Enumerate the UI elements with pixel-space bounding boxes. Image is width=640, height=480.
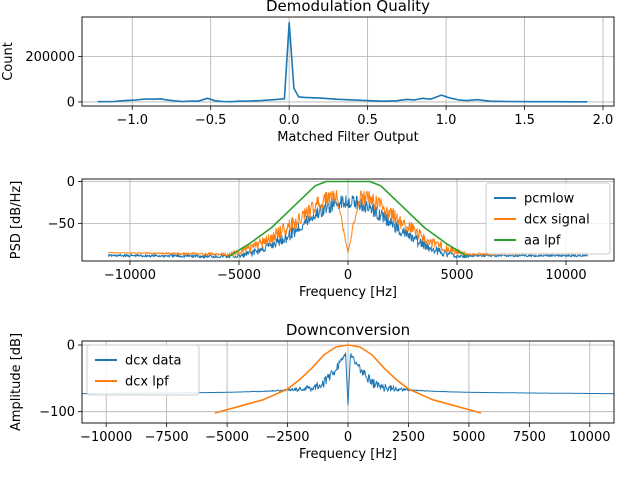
- axes-frame: [81, 16, 615, 107]
- x-axis-label: Frequency [Hz]: [299, 447, 397, 462]
- legend-label: dcx lpf: [125, 375, 169, 390]
- x-tick-label: 0.5: [357, 113, 378, 128]
- legend: dcx data dcx lpf: [86, 344, 200, 396]
- y-axis-label: Amplitude [dB]: [9, 333, 24, 431]
- legend-label: pcmlow: [524, 192, 575, 207]
- plot-area: [97, 21, 588, 103]
- series-line-1: [97, 21, 588, 103]
- x-tick-label: 7500: [513, 430, 546, 445]
- x-tick-label: 1.5: [514, 113, 535, 128]
- legend-box: [485, 182, 611, 255]
- y-tick-label: 200000: [25, 50, 75, 65]
- x-axis-label: Frequency [Hz]: [299, 285, 397, 300]
- y-tick-label: 0: [67, 175, 75, 190]
- series-line-pcmlow: [107, 195, 589, 259]
- legend-label: dcx data: [125, 354, 182, 369]
- x-tick-label: −2500: [266, 430, 310, 445]
- x-tick-label: −10000: [104, 268, 156, 283]
- x-axis-label: Matched Filter Output: [277, 130, 419, 145]
- x-tick-label: −1.0: [116, 113, 148, 128]
- y-axis-label: Count: [1, 42, 16, 81]
- series-line-aa-lpf: [227, 180, 469, 258]
- chart-1: −1.0 −0.5 0.0 0.5 1.0 1.5 2.0 0 200000 Matched Fi…: [1, 0, 615, 145]
- chart-3: −10000 −7500 −5000 −2500 0 2500 5000 7500 10000 0…: [9, 321, 615, 462]
- y-tick-label: 0: [67, 95, 75, 110]
- y-axis-label: PSD [dB/Hz]: [9, 181, 24, 260]
- series-line-dcx-lpf: [214, 344, 482, 414]
- x-tick-label: 1.0: [436, 113, 457, 128]
- y-tick-label: −50: [48, 217, 75, 232]
- x-tick-label: −5000: [217, 268, 261, 283]
- chart-title: Downconversion: [286, 321, 410, 339]
- x-tick-label: −5000: [205, 430, 249, 445]
- x-tick-label: −10000: [80, 430, 132, 445]
- legend-label: dcx signal: [524, 213, 590, 228]
- legend: pcmlow dcx signal aa lpf: [485, 182, 611, 255]
- x-tick-label: 0.0: [279, 113, 300, 128]
- x-tick-label: 2.0: [593, 113, 614, 128]
- y-tick-label: 0: [67, 339, 75, 354]
- x-tick-label: 0: [344, 268, 352, 283]
- chart-2: −10000 −5000 0 5000 10000 0 −50 Frequency [Hz] P…: [9, 175, 615, 300]
- legend-label: aa lpf: [524, 234, 561, 249]
- legend-box: [86, 344, 200, 396]
- x-tick-label: 2500: [392, 430, 425, 445]
- x-tick-label: −0.5: [195, 113, 227, 128]
- x-tick-label: 5000: [452, 430, 485, 445]
- x-tick-label: 5000: [440, 268, 473, 283]
- y-tick-label: −100: [39, 405, 75, 420]
- x-tick-label: −7500: [145, 430, 189, 445]
- x-tick-label: 10000: [569, 430, 610, 445]
- chart-title: Demodulation Quality: [266, 0, 430, 15]
- x-tick-label: 0: [344, 430, 352, 445]
- x-tick-label: 10000: [545, 268, 586, 283]
